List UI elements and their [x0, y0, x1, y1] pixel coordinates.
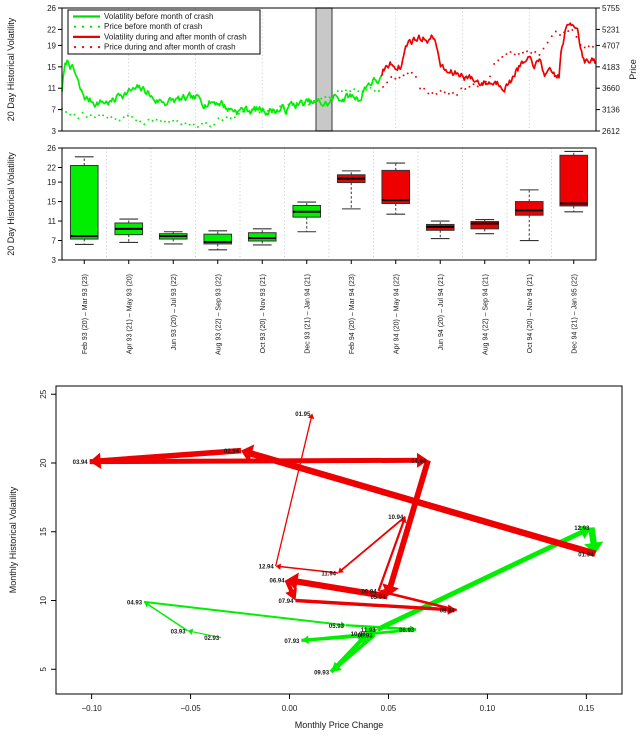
svg-text:Aug 94 (22) – Sep 94 (21): Aug 94 (22) – Sep 94 (21)	[482, 274, 489, 355]
volatility-boxplot-panel: Feb 93 (20) – Mar 93 (23) Apr 93 (21) – M…	[0, 142, 642, 372]
svg-text:05.94: 05.94	[370, 595, 386, 601]
svg-text:11.94: 11.94	[321, 572, 336, 578]
svg-text:15: 15	[47, 63, 56, 72]
svg-text:5231: 5231	[602, 25, 620, 34]
svg-text:26: 26	[47, 144, 56, 153]
svg-text:20: 20	[39, 458, 48, 467]
svg-text:02.93: 02.93	[204, 636, 220, 642]
svg-text:Jun 93 (20) – Jul 93 (22): Jun 93 (20) – Jul 93 (22)	[171, 274, 178, 350]
svg-text:15: 15	[39, 527, 48, 536]
svg-text:5755: 5755	[602, 4, 620, 13]
svg-text:10.94: 10.94	[388, 515, 404, 521]
svg-text:3: 3	[52, 127, 57, 136]
svg-text:Monthly Price Change: Monthly Price Change	[295, 720, 384, 730]
svg-text:20 Day Historical Volatility: 20 Day Historical Volatility	[6, 152, 16, 256]
svg-text:Oct 93 (20) – Nov 93 (21): Oct 93 (20) – Nov 93 (21)	[260, 274, 267, 353]
svg-text:11: 11	[48, 217, 57, 226]
svg-text:Volatility before month of cra: Volatility before month of crash	[104, 12, 213, 21]
svg-text:19: 19	[47, 41, 56, 50]
svg-text:7: 7	[52, 237, 57, 246]
svg-text:Jun 94 (20) – Jul 94 (21): Jun 94 (20) – Jul 94 (21)	[438, 274, 445, 350]
svg-text:12.93: 12.93	[574, 526, 590, 532]
svg-text:12.94: 12.94	[259, 565, 275, 571]
svg-text:0.05: 0.05	[381, 704, 397, 713]
svg-text:Price: Price	[628, 59, 638, 80]
svg-text:03.94: 03.94	[73, 460, 89, 466]
svg-text:11.93: 11.93	[361, 628, 376, 634]
svg-text:5: 5	[39, 666, 48, 671]
svg-text:06.93: 06.93	[399, 628, 415, 634]
svg-text:Apr 94 (20) – May 94 (22): Apr 94 (20) – May 94 (22)	[393, 274, 400, 354]
svg-text:07.93: 07.93	[284, 639, 300, 645]
svg-text:08.93: 08.93	[358, 633, 374, 639]
svg-text:0.15: 0.15	[579, 704, 595, 713]
svg-text:05.93: 05.93	[329, 624, 345, 630]
svg-text:07.94: 07.94	[278, 599, 294, 605]
price-change-volatility-scatter-panel: −0.10 −0.05 0.00 0.05 0.10 0.15 5 10 15 20 25 Month…	[0, 372, 642, 753]
svg-text:22: 22	[47, 163, 56, 172]
svg-text:20 Day Historical Volatility: 20 Day Historical Volatility	[6, 17, 16, 121]
svg-text:09.94: 09.94	[362, 589, 378, 595]
svg-text:11: 11	[48, 84, 57, 93]
svg-text:−0.05: −0.05	[180, 704, 201, 713]
svg-text:3: 3	[52, 256, 57, 265]
svg-text:10: 10	[39, 596, 48, 605]
svg-text:3136: 3136	[602, 106, 620, 115]
svg-text:Volatility during and after mo: Volatility during and after month of cra…	[104, 32, 247, 41]
svg-text:Feb 93 (20) – Mar 93 (23): Feb 93 (20) – Mar 93 (23)	[82, 274, 89, 354]
svg-text:Price during and after month o: Price during and after month of crash	[104, 43, 236, 52]
svg-text:19: 19	[47, 178, 56, 187]
svg-text:Aug 93 (22) – Sep 93 (22): Aug 93 (22) – Sep 93 (22)	[215, 274, 222, 355]
svg-text:Oct 94 (20) – Nov 94 (21): Oct 94 (20) – Nov 94 (21)	[527, 274, 534, 353]
svg-text:15: 15	[47, 198, 56, 207]
svg-text:04.94: 04.94	[411, 459, 427, 465]
svg-text:06.94: 06.94	[270, 578, 286, 584]
svg-text:Price before month of crash: Price before month of crash	[104, 22, 202, 31]
svg-text:7: 7	[52, 106, 57, 115]
volatility-price-timeseries-panel: 3 7 11 15 19 22 26 20 Day Historical Volatility…	[0, 0, 642, 142]
svg-text:08.94: 08.94	[440, 609, 456, 615]
svg-text:22: 22	[47, 25, 56, 34]
svg-text:2612: 2612	[602, 127, 620, 136]
svg-text:0.10: 0.10	[480, 704, 496, 713]
svg-text:03.93: 03.93	[171, 629, 187, 635]
svg-text:02.94: 02.94	[224, 449, 240, 455]
svg-text:0.00: 0.00	[282, 704, 298, 713]
svg-text:01.94: 01.94	[578, 552, 594, 558]
svg-text:25: 25	[39, 389, 48, 398]
svg-text:01.95: 01.95	[295, 412, 311, 418]
svg-text:Feb 94 (20) – Mar 94 (23): Feb 94 (20) – Mar 94 (23)	[349, 274, 356, 354]
svg-text:Dec 94 (21) – Jan 95 (22): Dec 94 (21) – Jan 95 (22)	[571, 274, 578, 354]
svg-text:04.93: 04.93	[127, 600, 143, 606]
svg-text:10.93: 10.93	[351, 632, 367, 638]
svg-text:3660: 3660	[602, 84, 620, 93]
svg-text:−0.10: −0.10	[81, 704, 102, 713]
svg-text:Dec 93 (21) – Jan 94 (21): Dec 93 (21) – Jan 94 (21)	[304, 274, 311, 354]
svg-text:4183: 4183	[602, 63, 620, 72]
svg-text:09.93: 09.93	[314, 671, 330, 677]
svg-text:Apr 93 (21) – May 93 (20): Apr 93 (21) – May 93 (20)	[126, 274, 133, 354]
svg-text:4707: 4707	[602, 41, 620, 50]
svg-text:Monthly Historical Volatility: Monthly Historical Volatility	[8, 486, 18, 593]
svg-text:26: 26	[47, 4, 56, 13]
